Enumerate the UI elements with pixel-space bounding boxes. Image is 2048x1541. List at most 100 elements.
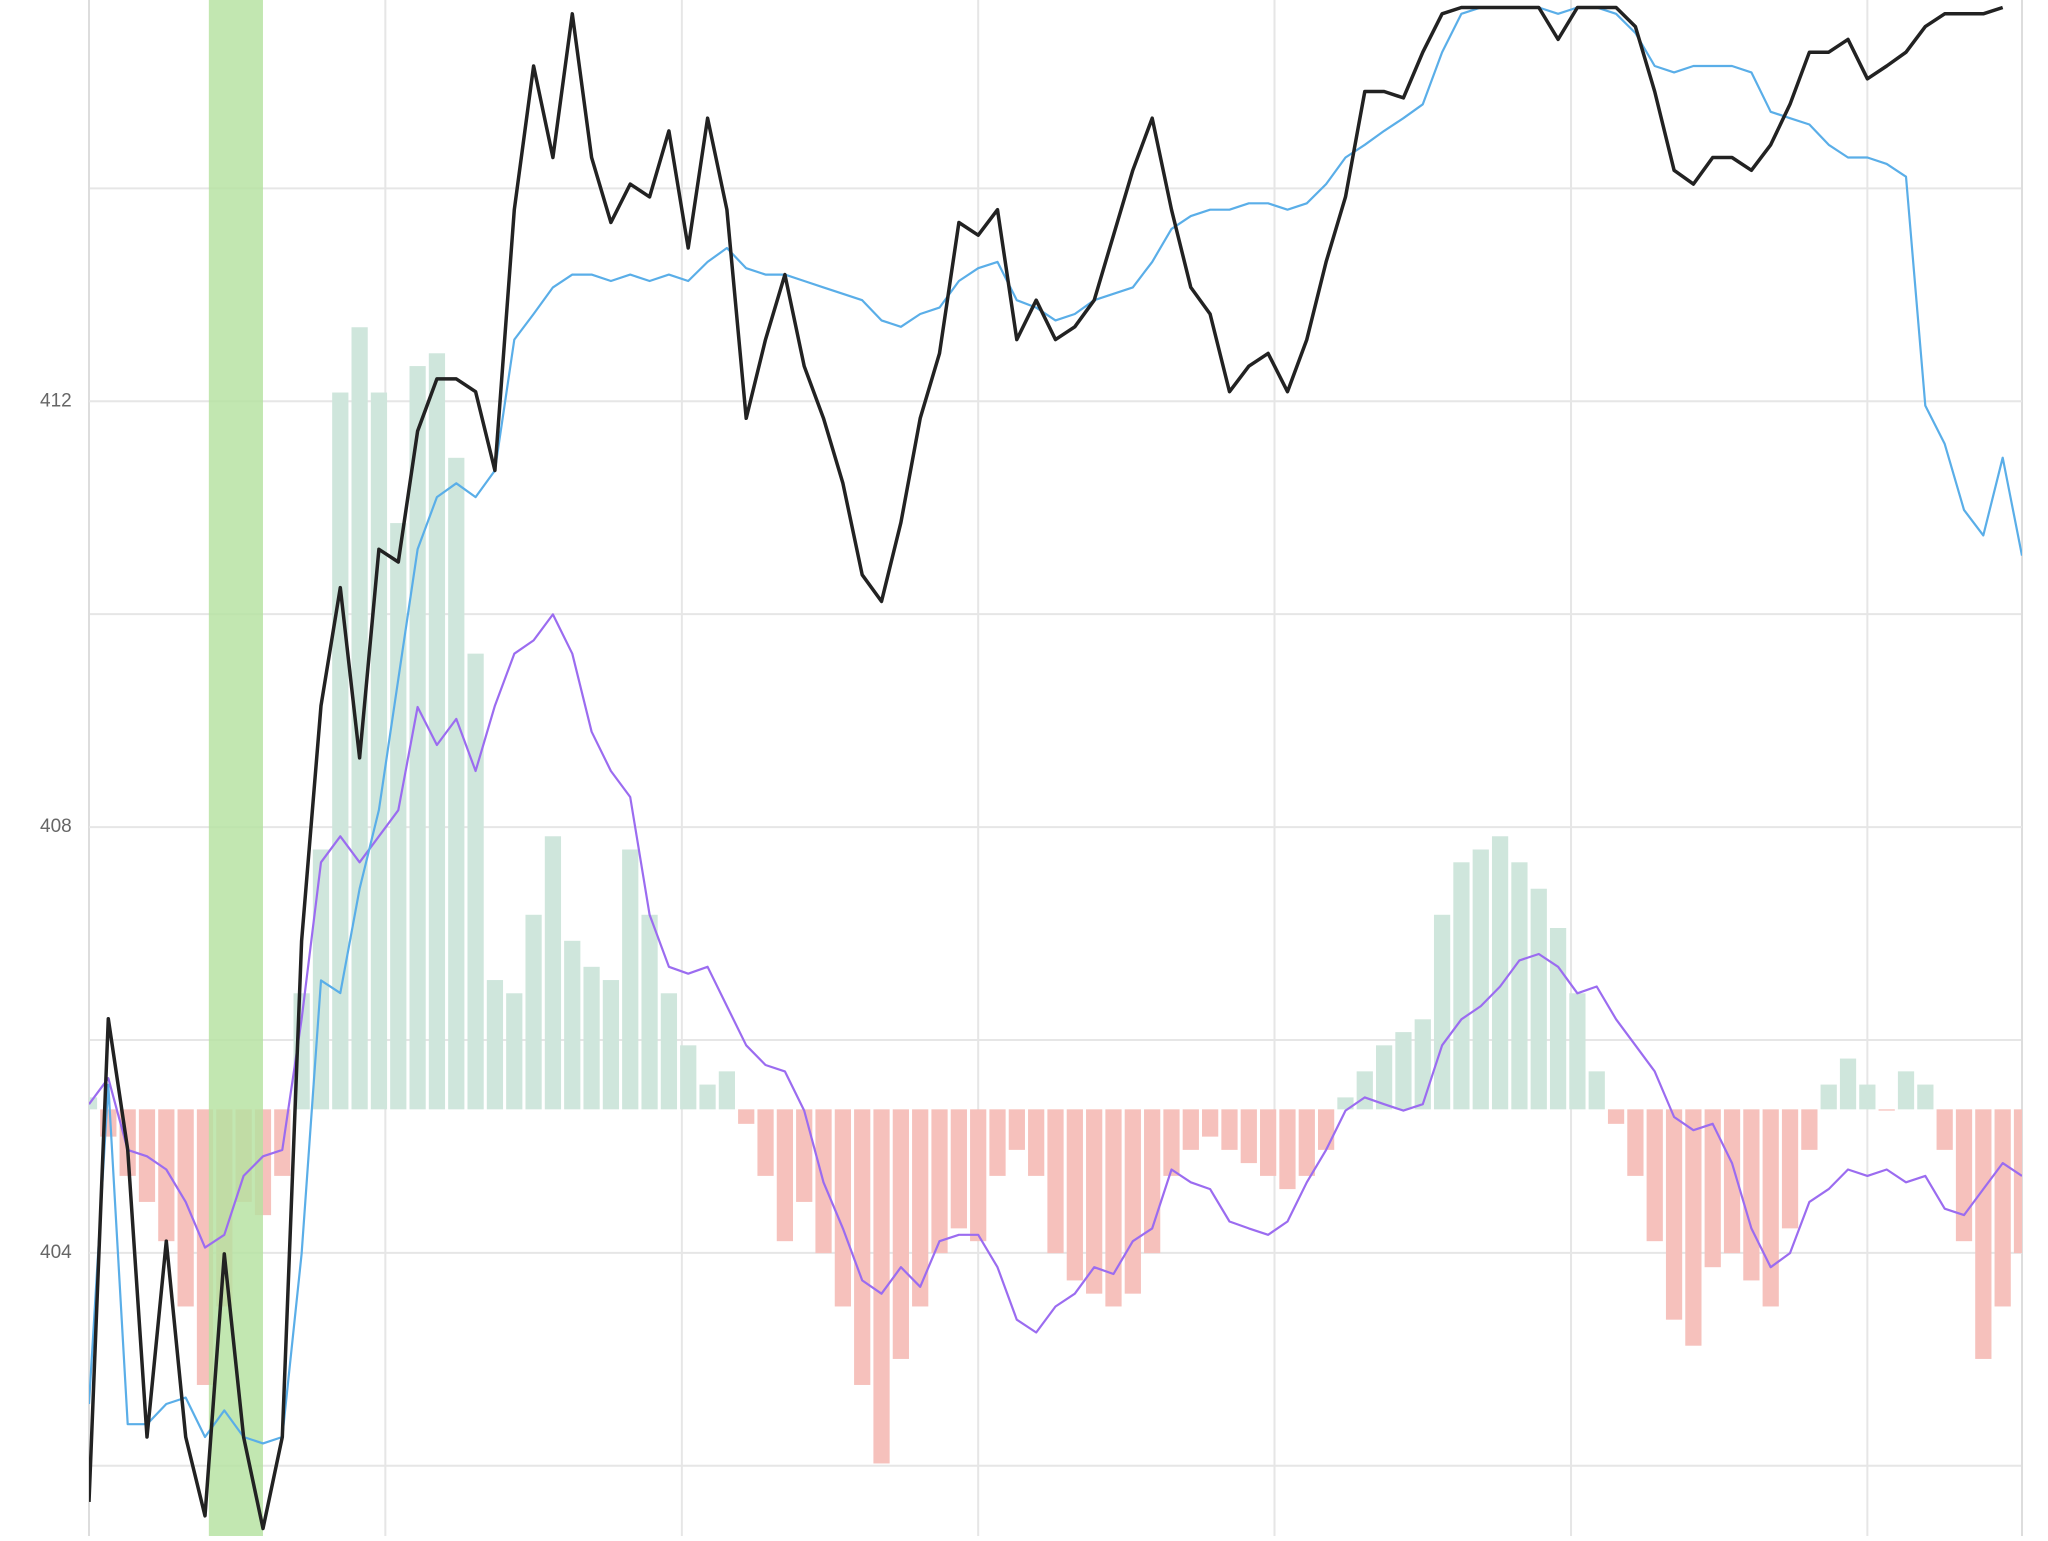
histogram-bar bbox=[641, 914, 658, 1110]
line-series bbox=[89, 613, 2022, 1334]
histogram-bar bbox=[525, 914, 542, 1110]
histogram-bar bbox=[854, 1109, 871, 1385]
histogram-bar bbox=[1047, 1109, 1064, 1254]
histogram-bar bbox=[1086, 1109, 1103, 1294]
histogram-bar bbox=[1433, 914, 1451, 1110]
histogram-bar bbox=[680, 1045, 697, 1110]
histogram-bar bbox=[1318, 1109, 1335, 1150]
y-tick-label: 412 bbox=[40, 390, 72, 411]
histogram-bar bbox=[1549, 928, 1567, 1110]
histogram-bar bbox=[486, 980, 504, 1110]
histogram-bar bbox=[989, 1109, 1006, 1176]
line-series bbox=[89, 5, 2004, 1531]
histogram-bar bbox=[506, 993, 523, 1110]
histogram-bar bbox=[912, 1109, 929, 1307]
histogram-bar bbox=[1182, 1109, 1199, 1150]
histogram-bar bbox=[544, 836, 562, 1110]
histogram-bar bbox=[1202, 1109, 1219, 1137]
histogram-bar bbox=[1936, 1109, 1953, 1150]
histogram-bar bbox=[1820, 1084, 1837, 1110]
histogram-bar bbox=[970, 1109, 987, 1242]
histogram-bar bbox=[699, 1084, 716, 1110]
histogram-bar bbox=[796, 1109, 813, 1202]
lines bbox=[89, 5, 2022, 1531]
histogram-bar bbox=[448, 457, 465, 1110]
histogram-bar bbox=[1395, 1032, 1412, 1110]
histogram-bar bbox=[1646, 1109, 1663, 1242]
histogram-bar bbox=[1685, 1109, 1702, 1346]
histogram-bar bbox=[660, 993, 678, 1110]
histogram-bar bbox=[1279, 1109, 1296, 1190]
highlight-layer bbox=[208, 0, 263, 1536]
y-tick-label: 408 bbox=[40, 816, 72, 837]
histogram-bar bbox=[1723, 1109, 1741, 1254]
histogram-bar bbox=[1028, 1109, 1045, 1176]
histogram-bar bbox=[1781, 1109, 1799, 1229]
histogram-bar bbox=[1994, 1109, 2011, 1307]
histogram-bar bbox=[583, 966, 600, 1110]
histogram-bar bbox=[1859, 1084, 1876, 1110]
histogram-bar bbox=[177, 1109, 194, 1307]
line-series bbox=[89, 6, 2022, 1445]
histogram-bar bbox=[931, 1109, 948, 1254]
histogram-bar bbox=[1975, 1109, 1992, 1359]
histogram-bar bbox=[1762, 1109, 1779, 1307]
y-tick-label: 404 bbox=[40, 1242, 72, 1263]
histogram-bar bbox=[1511, 862, 1528, 1110]
histogram-bar bbox=[1163, 1109, 1180, 1176]
histogram-bar bbox=[1298, 1109, 1315, 1176]
histogram-bar bbox=[1240, 1109, 1257, 1164]
histogram-bar bbox=[602, 980, 620, 1110]
histogram-bar bbox=[1897, 1071, 1915, 1110]
histogram-bar bbox=[1472, 849, 1489, 1110]
histogram-bar bbox=[1569, 993, 1586, 1110]
histogram-bar bbox=[428, 353, 446, 1110]
histogram-bar bbox=[892, 1109, 909, 1359]
highlight-band bbox=[208, 0, 263, 1536]
histogram-bar bbox=[776, 1109, 793, 1242]
histogram-bar bbox=[1356, 1071, 1373, 1110]
histogram-bar bbox=[390, 523, 407, 1110]
histogram-bar bbox=[158, 1109, 175, 1242]
histogram-bar bbox=[1453, 862, 1470, 1110]
histogram-bar bbox=[1607, 1109, 1625, 1124]
histogram-bar bbox=[1743, 1109, 1760, 1281]
histogram-bar bbox=[873, 1109, 890, 1464]
histogram-bar bbox=[1375, 1045, 1393, 1110]
histogram-bar bbox=[1124, 1109, 1141, 1294]
histogram-bar bbox=[1878, 1109, 1895, 1111]
histogram-bar bbox=[1221, 1109, 1238, 1150]
histogram-bar bbox=[1839, 1058, 1857, 1110]
histogram-bar bbox=[409, 366, 426, 1110]
histogram-bar bbox=[332, 392, 349, 1110]
histogram-bar bbox=[718, 1071, 736, 1110]
histogram-bar bbox=[1491, 836, 1509, 1110]
histogram-bar bbox=[89, 1097, 98, 1110]
histogram-bar bbox=[1801, 1109, 1818, 1150]
histogram-bar bbox=[1337, 1097, 1354, 1110]
histogram-bar bbox=[2013, 1109, 2022, 1254]
histogram-bar bbox=[1665, 1109, 1683, 1320]
histogram-bar bbox=[757, 1109, 774, 1176]
histogram-bar bbox=[1588, 1071, 1605, 1110]
histogram-bar bbox=[1955, 1109, 1973, 1242]
histogram-bar bbox=[622, 849, 639, 1110]
histogram-bar bbox=[1066, 1109, 1083, 1281]
histogram-bar bbox=[1704, 1109, 1721, 1268]
histogram-bar bbox=[1917, 1084, 1934, 1110]
histogram-bar bbox=[1260, 1109, 1277, 1176]
histogram-bar bbox=[1008, 1109, 1025, 1150]
histogram-bar bbox=[1627, 1109, 1644, 1176]
axis-labels: 404 408 412 bbox=[40, 390, 72, 1263]
histogram-bar bbox=[1414, 1019, 1431, 1110]
histogram-bar bbox=[564, 940, 581, 1110]
histogram-bar bbox=[1105, 1109, 1122, 1307]
histogram bbox=[89, 327, 2022, 1464]
histogram-bar bbox=[370, 392, 388, 1110]
histogram-bar bbox=[467, 653, 484, 1110]
histogram-bar bbox=[1530, 888, 1547, 1110]
histogram-bar bbox=[834, 1109, 851, 1307]
histogram-bar bbox=[738, 1109, 755, 1124]
